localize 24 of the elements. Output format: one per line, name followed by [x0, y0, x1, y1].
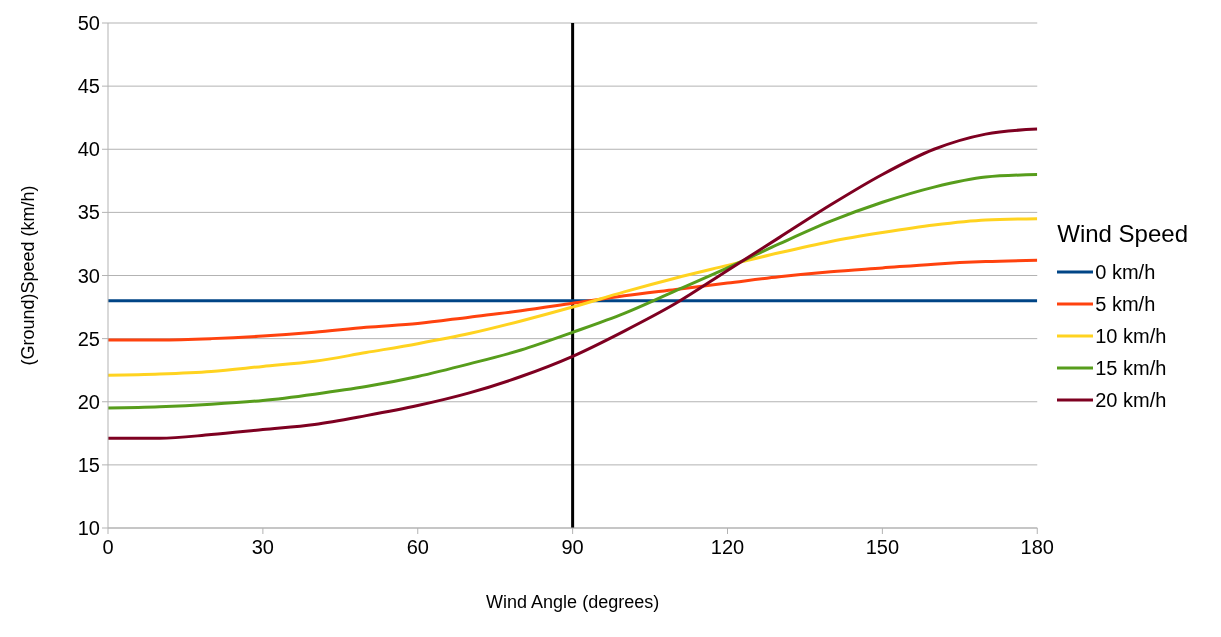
- y-tick-label: 30: [77, 264, 100, 287]
- y-tick-label: 40: [77, 138, 100, 161]
- y-tick-label: 25: [77, 327, 100, 350]
- legend-label: 0 km/h: [1095, 260, 1156, 284]
- y-tick-label: 50: [77, 12, 100, 35]
- legend-label: 20 km/h: [1095, 388, 1167, 412]
- x-tick-label: 120: [710, 536, 745, 559]
- x-tick-label: 150: [865, 536, 900, 559]
- x-axis-title: Wind Angle (degrees): [486, 592, 660, 612]
- legend-label: 15 km/h: [1095, 356, 1167, 380]
- legend-label: 5 km/h: [1095, 292, 1156, 316]
- x-tick-label: 30: [251, 536, 274, 559]
- y-axis-title: (Ground)Speed (km/h): [18, 185, 39, 366]
- x-tick-label: 180: [1020, 536, 1054, 559]
- y-tick-label: 20: [77, 390, 100, 413]
- y-tick-label: 15: [77, 453, 100, 476]
- y-tick-label: 35: [77, 201, 100, 224]
- x-tick-label: 90: [561, 536, 584, 559]
- x-tick-label: 60: [406, 536, 429, 559]
- y-tick-label: 10: [77, 517, 100, 540]
- y-tick-label: 45: [77, 75, 100, 98]
- x-tick-label: 0: [102, 536, 114, 559]
- legend-label: 10 km/h: [1095, 324, 1167, 348]
- legend-title: Wind Speed: [1057, 220, 1188, 248]
